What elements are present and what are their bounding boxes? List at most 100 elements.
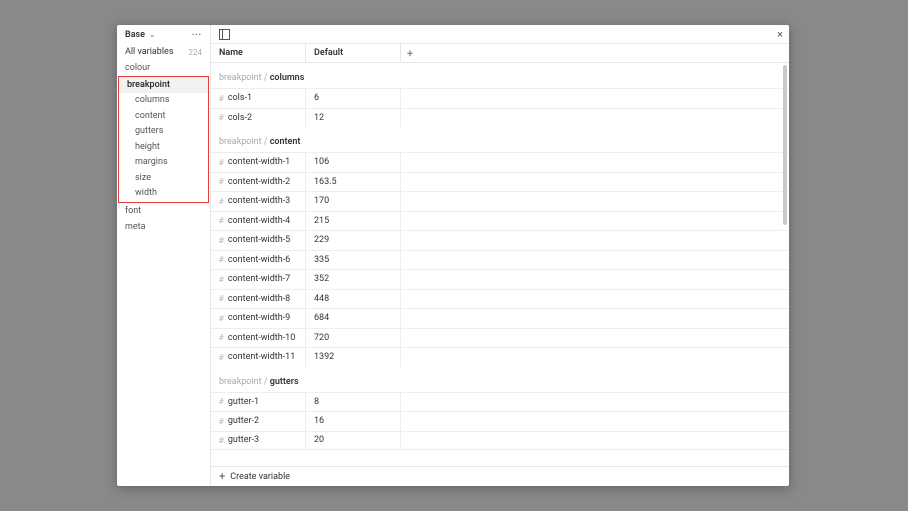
number-type-icon: #: [219, 177, 224, 186]
cell-name[interactable]: #content-width-4: [211, 212, 306, 231]
table-scroll-area: breakpoint / columns#cols-16#cols-212bre…: [211, 63, 789, 466]
group-path-name: content: [270, 137, 301, 147]
table-row[interactable]: #content-width-10720: [211, 328, 789, 348]
sidebar-item-gutters[interactable]: gutters: [119, 124, 208, 140]
sidebar-item-content[interactable]: content: [119, 108, 208, 124]
sidebar-item-height[interactable]: height: [119, 139, 208, 155]
cell-name[interactable]: #gutter-3: [211, 432, 306, 450]
collection-selector[interactable]: Base ⌄ ···: [117, 25, 210, 44]
cell-value[interactable]: 163.5: [306, 173, 401, 192]
close-icon[interactable]: ×: [777, 29, 783, 40]
cell-name[interactable]: #content-width-9: [211, 309, 306, 328]
sidebar-item-width[interactable]: width: [119, 186, 208, 202]
cell-name[interactable]: #content-width-1: [211, 153, 306, 172]
variable-value: 163.5: [314, 177, 337, 187]
variable-name: content-width-5: [228, 235, 290, 245]
table-row[interactable]: #content-width-1106: [211, 152, 789, 172]
cell-value[interactable]: 106: [306, 153, 401, 172]
table-row[interactable]: #content-width-4215: [211, 211, 789, 231]
sidebar-item-size[interactable]: size: [119, 170, 208, 186]
sidebar: Base ⌄ ··· All variables 224 colour brea…: [117, 25, 211, 486]
cell-name[interactable]: #content-width-3: [211, 192, 306, 211]
table-row[interactable]: #content-width-6335: [211, 250, 789, 270]
table-row[interactable]: #content-width-2 163.5: [211, 172, 789, 192]
cell-name[interactable]: #gutter-1: [211, 393, 306, 412]
cell-value[interactable]: 8: [306, 393, 401, 412]
sidebar-item-meta[interactable]: meta: [117, 219, 210, 235]
cell-value[interactable]: 170: [306, 192, 401, 211]
group-path-prefix: breakpoint /: [219, 137, 270, 147]
cell-value[interactable]: 1392: [306, 348, 401, 367]
scrollbar-thumb[interactable]: [783, 65, 787, 225]
sidebar-item-breakpoint[interactable]: breakpoint: [119, 77, 208, 93]
number-type-icon: #: [219, 436, 224, 445]
cell-value[interactable]: 16: [306, 412, 401, 431]
cell-name[interactable]: #content-width-10: [211, 329, 306, 348]
sidebar-item-label: breakpoint: [127, 80, 170, 90]
variable-name: content-width-3: [228, 196, 290, 206]
variable-value: 448: [314, 294, 329, 304]
cell-value[interactable]: 352: [306, 270, 401, 289]
sidebar-item-margins[interactable]: margins: [119, 155, 208, 171]
variable-name: content-width-1: [228, 157, 290, 167]
cell-value[interactable]: 335: [306, 251, 401, 270]
cell-name[interactable]: #content-width-11: [211, 348, 306, 367]
number-type-icon: #: [219, 216, 224, 225]
cell-value[interactable]: 12: [306, 109, 401, 128]
sidebar-item-colour[interactable]: colour: [117, 60, 210, 76]
variable-value: 1392: [314, 352, 334, 362]
variable-name: gutter-1: [228, 397, 259, 407]
table-row[interactable]: #gutter-216: [211, 411, 789, 431]
cell-value[interactable]: 215: [306, 212, 401, 231]
cell-name[interactable]: #content-width-5: [211, 231, 306, 250]
cell-name[interactable]: #content-width-6: [211, 251, 306, 270]
table-row[interactable]: #content-width-8 448: [211, 289, 789, 309]
table-row[interactable]: #cols-2 12: [211, 108, 789, 128]
variable-value: 20: [314, 435, 324, 445]
table-row[interactable]: #content-width-11 1392: [211, 347, 789, 367]
cell-value[interactable]: 684: [306, 309, 401, 328]
cell-value[interactable]: 6: [306, 89, 401, 108]
group-header: breakpoint / columns: [211, 63, 789, 88]
table-row[interactable]: #content-width-5229: [211, 230, 789, 250]
cell-name[interactable]: #cols-1: [211, 89, 306, 108]
cell-name[interactable]: #cols-2: [211, 109, 306, 128]
sidebar-item-columns[interactable]: columns: [119, 93, 208, 109]
variable-name: content-width-11: [228, 352, 295, 362]
cell-name[interactable]: #content-width-2: [211, 173, 306, 192]
cell-value[interactable]: 720: [306, 329, 401, 348]
create-variable-button[interactable]: + Create variable: [211, 466, 789, 486]
add-mode-icon[interactable]: +: [401, 47, 419, 60]
table-row[interactable]: #cols-1 6: [211, 88, 789, 108]
cell-value[interactable]: 229: [306, 231, 401, 250]
more-icon[interactable]: ···: [192, 30, 202, 39]
variable-name: cols-2: [228, 113, 252, 123]
column-header-name[interactable]: Name: [211, 44, 306, 62]
table-row[interactable]: #content-width-7352: [211, 269, 789, 289]
sidebar-item-label: meta: [125, 222, 146, 232]
table-row[interactable]: #content-width-3170: [211, 191, 789, 211]
cell-name[interactable]: #gutter-2: [211, 412, 306, 431]
table-row[interactable]: #gutter-18: [211, 392, 789, 412]
toolbar: [211, 25, 789, 44]
table-row[interactable]: #gutter-3 20: [211, 431, 789, 451]
cell-value[interactable]: 20: [306, 432, 401, 450]
cell-name[interactable]: #content-width-8: [211, 290, 306, 309]
column-headers: Name Default +: [211, 44, 789, 63]
sidebar-item-label: height: [135, 142, 160, 152]
column-header-default[interactable]: Default: [306, 44, 401, 62]
sidebar-toggle-icon[interactable]: [217, 27, 231, 41]
sidebar-item-all-variables[interactable]: All variables 224: [117, 44, 210, 60]
sidebar-item-label: font: [125, 206, 141, 216]
variable-name: content-width-6: [228, 255, 290, 265]
sidebar-item-font[interactable]: font: [117, 203, 210, 219]
table-row[interactable]: #content-width-9684: [211, 308, 789, 328]
sidebar-highlight-box: breakpoint columns content gutters height ma…: [118, 76, 209, 203]
sidebar-item-label: content: [135, 111, 165, 121]
group-header: breakpoint / gutters: [211, 367, 789, 392]
variable-value: 12: [314, 113, 324, 123]
sidebar-item-label: size: [135, 173, 151, 183]
variable-value: 6: [314, 93, 319, 103]
cell-name[interactable]: #content-width-7: [211, 270, 306, 289]
cell-value[interactable]: 448: [306, 290, 401, 309]
